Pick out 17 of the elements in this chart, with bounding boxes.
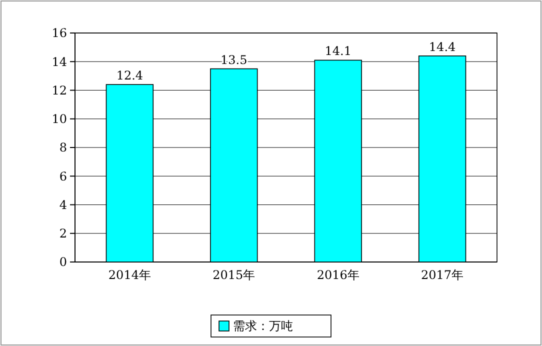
- y-tick-label: 2: [59, 226, 67, 241]
- y-tick-label: 4: [59, 198, 68, 212]
- y-tick-label: 10: [52, 112, 67, 126]
- x-tick-label: 2016年: [316, 268, 360, 282]
- y-tick-label: 6: [59, 169, 67, 184]
- data-label: 14.1: [324, 44, 352, 58]
- legend-label: 需求：万吨: [233, 319, 293, 334]
- y-tick-label: 0: [59, 255, 67, 270]
- y-tick-label: 12: [52, 83, 67, 98]
- y-tick-label: 8: [59, 140, 67, 155]
- data-label: 14.4: [428, 40, 456, 54]
- x-tick-label: 2017年: [421, 268, 464, 282]
- y-tick-label: 16: [52, 26, 67, 40]
- data-label: 12.4: [116, 68, 144, 83]
- x-tick-label: 2015年: [212, 268, 256, 282]
- y-tick-label: 14: [52, 54, 68, 69]
- x-tick-label: 2014年: [108, 268, 151, 282]
